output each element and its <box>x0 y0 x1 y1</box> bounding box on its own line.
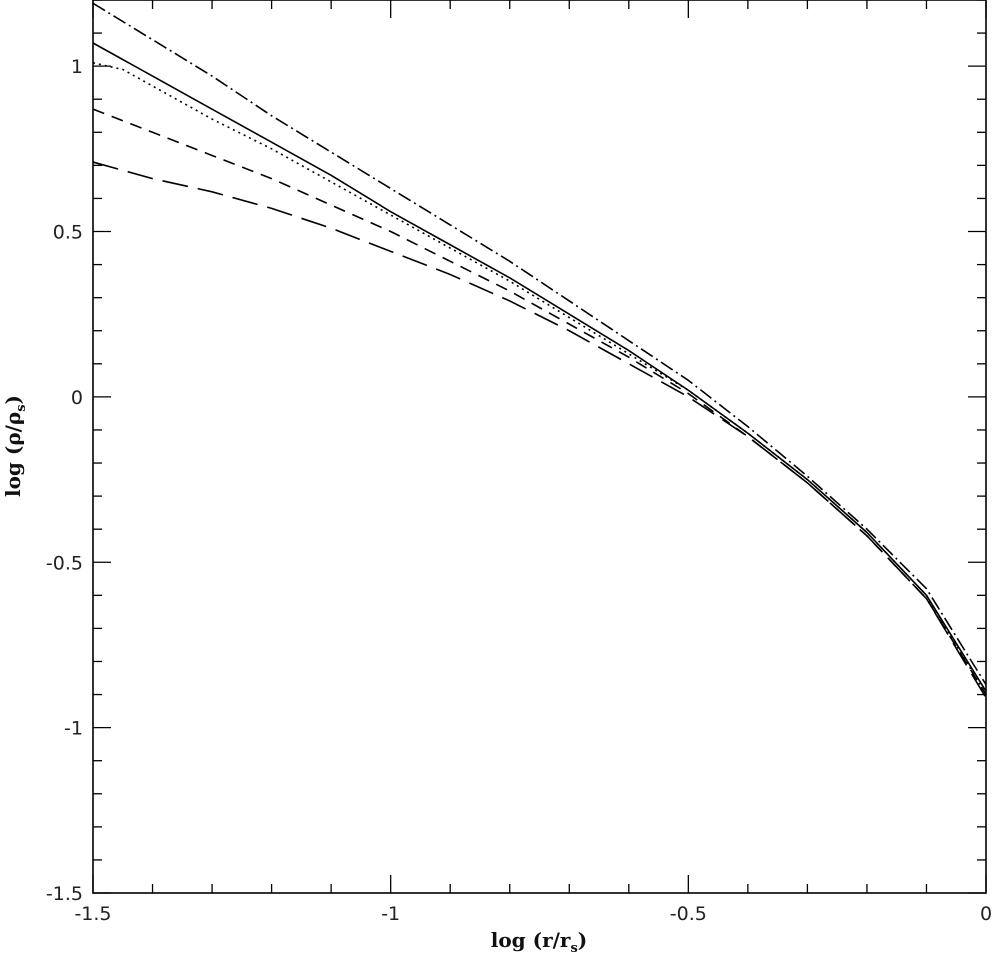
curve-dotted <box>92 62 987 695</box>
y-axis-title-sub: s <box>14 404 29 411</box>
x-tick-label: 0 <box>980 903 992 925</box>
x-axis-title-main: log (r/r <box>491 928 571 952</box>
x-axis-title: log (r/rs) <box>491 928 588 956</box>
plot-frame <box>92 0 987 894</box>
y-tick-label: -1.5 <box>46 883 83 905</box>
y-axis-title: log (ρ/ρs) <box>1 395 29 497</box>
y-tick-label: 1 <box>71 56 83 78</box>
y-axis-title-main: log (ρ/ρ <box>1 412 25 497</box>
curve-dash-dot <box>92 2 987 686</box>
x-axis-title-sub: s <box>570 941 577 956</box>
data-curves <box>92 2 987 699</box>
x-tick-label: -1.5 <box>74 903 111 925</box>
x-axis-title-end: ) <box>578 928 587 952</box>
curve-long-dashed <box>92 161 987 699</box>
y-tick-label: -1 <box>64 718 83 740</box>
x-tick-label: -1 <box>381 903 400 925</box>
y-tick-label: 0.5 <box>53 222 83 244</box>
curve-solid <box>92 42 987 692</box>
x-tick-label: -0.5 <box>670 903 707 925</box>
curve-dashed <box>92 108 987 695</box>
axis-ticks <box>92 0 987 894</box>
axis-tick-labels: -1.5 -1 -0.5 0 -1.5 -1 -0.5 0 0.5 1 <box>46 56 992 925</box>
y-tick-label: 0 <box>71 387 83 409</box>
y-tick-label: -0.5 <box>46 552 83 574</box>
y-axis-title-end: ) <box>1 395 25 404</box>
